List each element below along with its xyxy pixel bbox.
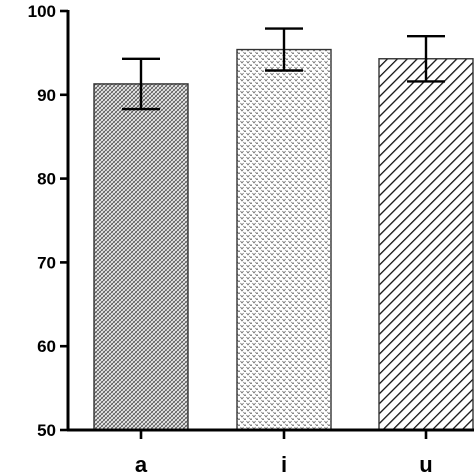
error-bar-i xyxy=(265,27,303,72)
bars xyxy=(93,48,474,431)
bar-u xyxy=(378,58,474,431)
error-bars xyxy=(122,27,445,111)
y-tick-label: 80 xyxy=(37,170,56,189)
error-bar-a xyxy=(122,57,160,111)
y-tick-label: 70 xyxy=(37,253,56,272)
error-bar-u xyxy=(407,34,445,83)
bar-a xyxy=(93,83,189,431)
axes: 50 60 70 80 90 100 a i u xyxy=(28,2,474,474)
y-tick-label: 100 xyxy=(28,2,56,21)
x-tick-label: i xyxy=(281,452,287,474)
y-tick-label: 50 xyxy=(37,421,56,440)
bar-i xyxy=(236,48,332,431)
x-tick-label: a xyxy=(135,452,148,474)
y-tick-label: 60 xyxy=(37,337,56,356)
y-tick-label: 90 xyxy=(37,86,56,105)
x-tick-label: u xyxy=(419,452,432,474)
